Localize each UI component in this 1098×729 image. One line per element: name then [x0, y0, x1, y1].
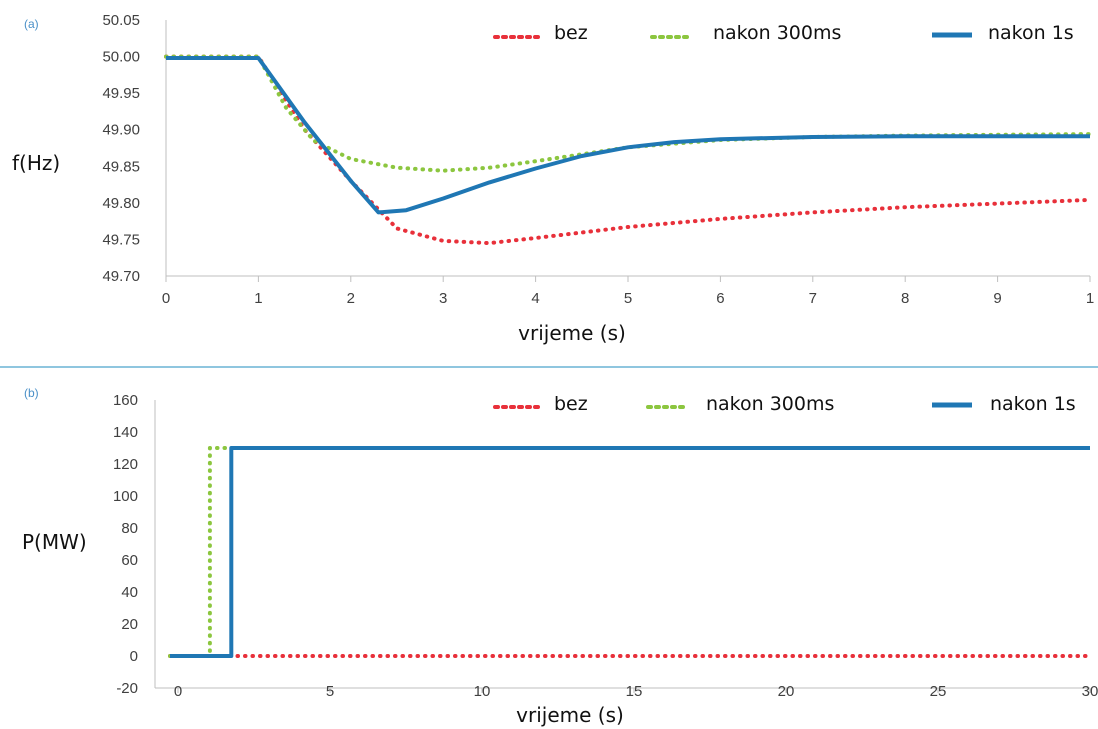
legend-label-nakon-300ms: nakon 300ms [713, 22, 841, 44]
y-tick-label: 49.95 [102, 85, 140, 102]
x-tick-label: 5 [624, 290, 632, 307]
x-tick-label: 25 [930, 683, 947, 700]
legend-label-nakon-1s: nakon 1s [988, 22, 1074, 44]
x-tick-label: 9 [993, 290, 1001, 307]
y-tick-label: 20 [121, 616, 138, 633]
x-tick-label: 4 [531, 290, 539, 307]
panel-a-x-ticks: 0 1 2 3 4 5 6 7 8 9 1 [162, 276, 1094, 307]
panel-a-legend: bez nakon 300ms nakon 1s [493, 22, 1074, 44]
panel-a-x-label: vrijeme (s) [518, 321, 626, 345]
series-line-nakon-300ms [168, 446, 234, 658]
y-tick-label: 120 [113, 456, 138, 473]
y-tick-label: 50.05 [102, 12, 140, 29]
x-tick-label: 20 [778, 683, 795, 700]
y-tick-label: 50.00 [102, 49, 140, 66]
y-tick-label: 80 [121, 520, 138, 537]
series-line-nakon-300ms [164, 54, 1092, 173]
panel-a-y-ticks: 50.05 50.00 49.95 49.90 49.85 49.80 49.75 49.70 [102, 12, 140, 285]
x-tick-label: 6 [716, 290, 724, 307]
panel-b-y-label: P(MW) [22, 530, 87, 554]
y-tick-label: 49.75 [102, 231, 140, 248]
y-tick-label: 140 [113, 424, 138, 441]
panel-a-label: (a) [24, 17, 39, 31]
panel-a-series [164, 54, 1092, 246]
x-tick-label: 15 [626, 683, 643, 700]
x-tick-label: 10 [474, 683, 491, 700]
x-tick-label: 1 [254, 290, 262, 307]
series-line-nakon-1s [166, 56, 1090, 215]
y-tick-label: 49.90 [102, 122, 140, 139]
x-tick-label: 5 [326, 683, 334, 700]
panel-a-y-label: f(Hz) [12, 151, 60, 175]
y-tick-label: 60 [121, 552, 138, 569]
legend-label-bez: bez [554, 22, 588, 44]
y-tick-label: 100 [113, 488, 138, 505]
x-tick-label: 3 [439, 290, 447, 307]
legend-label-nakon-1s: nakon 1s [990, 393, 1076, 415]
x-tick-label: 0 [162, 290, 170, 307]
x-tick-label: 0 [174, 683, 182, 700]
y-tick-label: 49.80 [102, 195, 140, 212]
x-tick-label: 7 [809, 290, 817, 307]
legend-label-nakon-300ms: nakon 300ms [706, 393, 834, 415]
legend-label-bez: bez [554, 393, 588, 415]
series-line-nakon-1s [170, 446, 1090, 658]
y-tick-label: 49.85 [102, 158, 140, 175]
panel-b-label: (b) [24, 386, 39, 400]
x-tick-label: 2 [347, 290, 355, 307]
panel-b-legend: bez nakon 300ms nakon 1s [493, 393, 1076, 415]
y-tick-label: 49.70 [102, 268, 140, 285]
panel-b-y-ticks: 160 140 120 100 80 60 40 20 0 -20 [113, 392, 138, 697]
y-tick-label: 40 [121, 584, 138, 601]
series-line-bez [164, 54, 1092, 246]
x-tick-label: 30 [1082, 683, 1098, 700]
panel-b-x-ticks: 0 5 10 15 20 25 30 [174, 683, 1098, 700]
x-tick-label: 8 [901, 290, 909, 307]
y-tick-label: -20 [116, 680, 138, 697]
panel-a: (a) 50.05 50.00 49.95 49.90 49.85 49.80 49.75 4… [12, 12, 1094, 345]
y-tick-label: 0 [130, 648, 138, 665]
panel-b: (b) 160 140 120 100 80 60 40 20 0 -20 0 5 10 15 20 25 3… [22, 386, 1098, 727]
panel-b-series [168, 446, 1092, 658]
panel-b-x-label: vrijeme (s) [516, 703, 624, 727]
y-tick-label: 160 [113, 392, 138, 409]
x-tick-label: 1 [1086, 290, 1094, 307]
